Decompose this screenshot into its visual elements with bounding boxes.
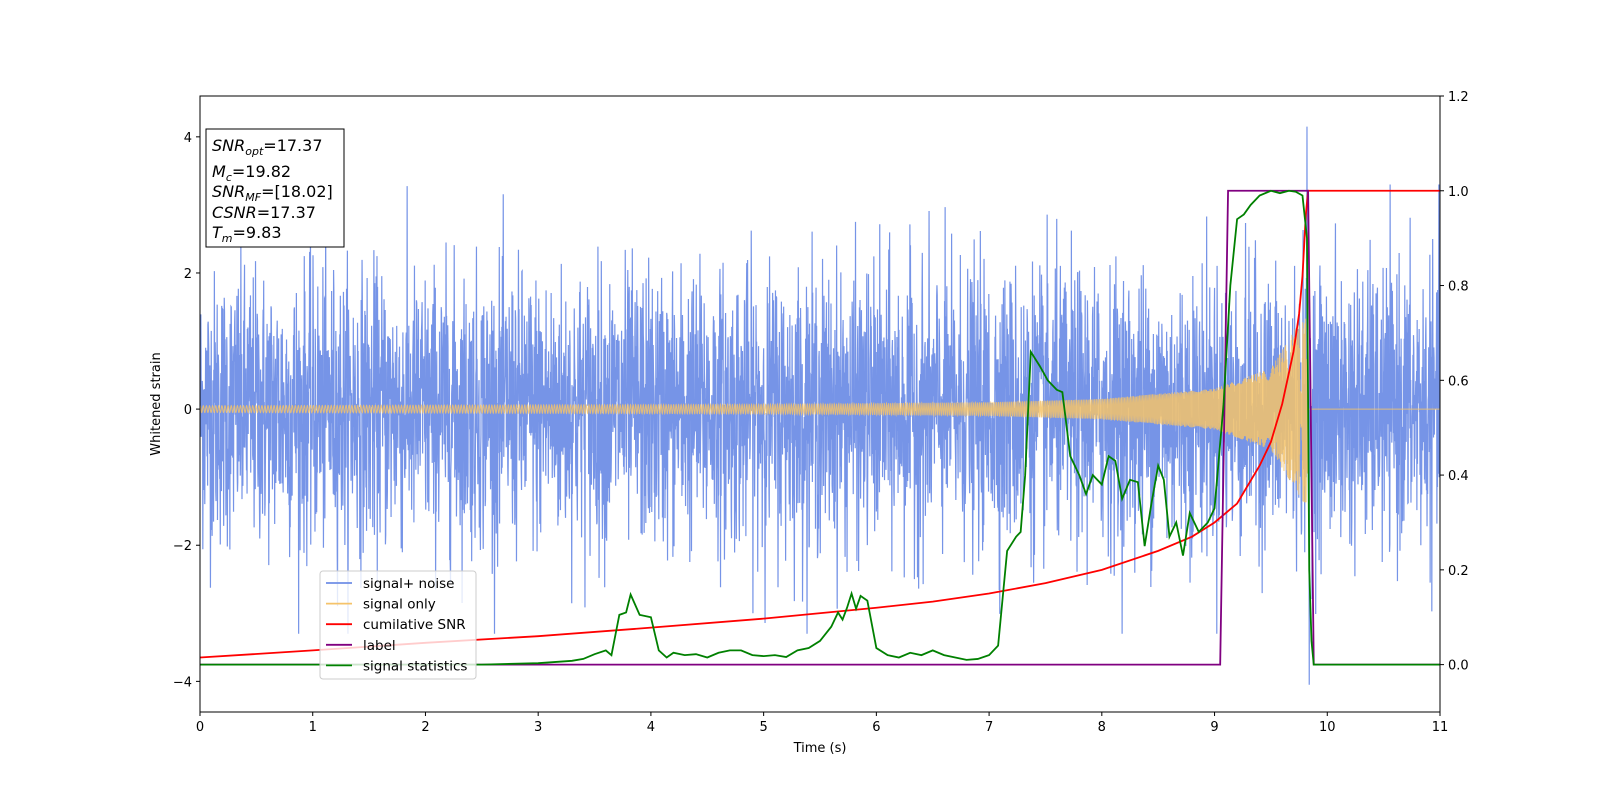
y-left-tick-label: 4 xyxy=(184,131,192,146)
y-right-tick-label: 0.6 xyxy=(1448,374,1469,389)
x-tick-label: 1 xyxy=(309,720,317,735)
info-csnr: CSNR=17.37 xyxy=(212,203,316,222)
y-right-tick-label: 0.0 xyxy=(1448,659,1469,674)
x-tick-label: 2 xyxy=(421,720,429,735)
y-right-tick-label: 0.8 xyxy=(1448,280,1469,295)
y-axis-label: Whitened strain xyxy=(149,352,164,455)
x-tick-label: 5 xyxy=(759,720,767,735)
y-right-tick-label: 0.2 xyxy=(1448,564,1469,579)
plot-frame xyxy=(199,95,1441,713)
info-snr-opt: SNRopt=17.37 xyxy=(212,136,323,158)
y-left-tick-label: −2 xyxy=(173,539,192,554)
legend: signal+ noise signal only cumilative SNR la… xyxy=(319,570,477,680)
series-layer xyxy=(200,126,1440,685)
x-tick-label: 4 xyxy=(647,720,655,735)
x-tick-label: 6 xyxy=(872,720,880,735)
x-axis: 0 1 2 3 4 5 6 7 8 9 10 11 xyxy=(196,712,1448,735)
info-mc: Mc=19.82 xyxy=(212,162,291,184)
legend-label: signal only xyxy=(363,597,436,613)
legend-label: signal statistics xyxy=(363,658,467,674)
series-line-cumilative-snr xyxy=(200,189,1440,659)
x-tick-label: 3 xyxy=(534,720,542,735)
legend-label: signal+ noise xyxy=(363,576,454,592)
y-right-tick-label: 0.4 xyxy=(1448,469,1469,484)
x-tick-label: 11 xyxy=(1432,720,1449,735)
x-tick-label: 0 xyxy=(196,720,204,735)
y-right-tick-label: 1.0 xyxy=(1448,185,1469,200)
y-left-tick-label: −4 xyxy=(173,675,192,690)
info-snr-mf: SNRMF=[18.02] xyxy=(212,182,333,204)
series-line-signal-only xyxy=(200,318,1440,503)
y-left-tick-label: 2 xyxy=(184,267,192,282)
legend-label: label xyxy=(363,638,396,654)
legend-label: cumilative SNR xyxy=(363,617,466,633)
y-axis-right: 0.0 0.2 0.4 0.6 0.8 1.0 1.2 xyxy=(1440,90,1469,674)
y-axis-left: −4 −2 0 2 4 xyxy=(173,131,200,690)
x-tick-label: 9 xyxy=(1210,720,1218,735)
info-box: SNRopt=17.37 Mc=19.82 SNRMF=[18.02] CSNR… xyxy=(205,128,345,248)
info-tm: Tm=9.83 xyxy=(212,223,282,245)
y-left-tick-label: 0 xyxy=(184,403,192,418)
x-axis-label: Time (s) xyxy=(793,741,847,756)
x-tick-label: 8 xyxy=(1098,720,1106,735)
y-right-tick-label: 1.2 xyxy=(1448,90,1469,105)
x-tick-label: 7 xyxy=(985,720,993,735)
series-line-signal-statistics xyxy=(200,189,1440,666)
legend-frame xyxy=(319,570,477,680)
x-tick-label: 10 xyxy=(1319,720,1336,735)
